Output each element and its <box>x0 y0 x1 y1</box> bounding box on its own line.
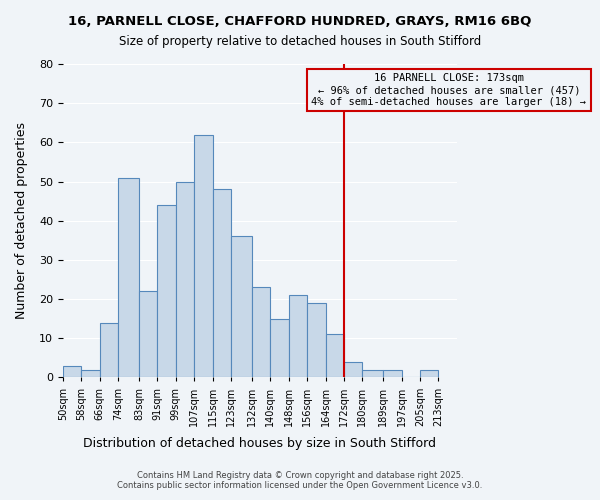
Bar <box>383 370 401 378</box>
Bar <box>118 178 139 378</box>
Text: 16, PARNELL CLOSE, CHAFFORD HUNDRED, GRAYS, RM16 6BQ: 16, PARNELL CLOSE, CHAFFORD HUNDRED, GRA… <box>68 15 532 28</box>
Bar <box>176 182 194 378</box>
X-axis label: Distribution of detached houses by size in South Stifford: Distribution of detached houses by size … <box>83 437 436 450</box>
Bar <box>252 288 270 378</box>
Bar <box>100 322 118 378</box>
Text: Size of property relative to detached houses in South Stifford: Size of property relative to detached ho… <box>119 35 481 48</box>
Bar <box>157 205 176 378</box>
Bar <box>344 362 362 378</box>
Bar <box>231 236 252 378</box>
Y-axis label: Number of detached properties: Number of detached properties <box>15 122 28 319</box>
Bar <box>194 134 212 378</box>
Text: 16 PARNELL CLOSE: 173sqm
← 96% of detached houses are smaller (457)
4% of semi-d: 16 PARNELL CLOSE: 173sqm ← 96% of detach… <box>311 74 586 106</box>
Bar <box>289 295 307 378</box>
Bar <box>270 318 289 378</box>
Bar <box>212 190 231 378</box>
Bar <box>326 334 344 378</box>
Bar <box>139 292 157 378</box>
Bar <box>420 370 439 378</box>
Bar <box>362 370 383 378</box>
Bar <box>307 303 326 378</box>
Text: Contains HM Land Registry data © Crown copyright and database right 2025.
Contai: Contains HM Land Registry data © Crown c… <box>118 470 482 490</box>
Bar <box>82 370 100 378</box>
Bar <box>63 366 82 378</box>
